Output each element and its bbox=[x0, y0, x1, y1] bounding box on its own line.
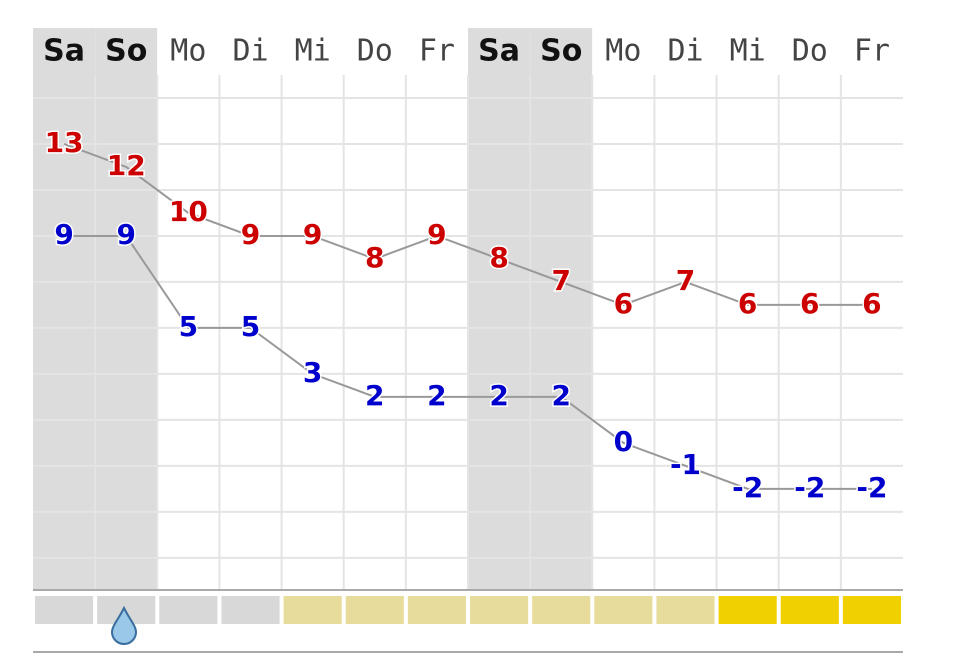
value-label: 13 bbox=[45, 126, 84, 159]
value-label: 10 bbox=[169, 195, 208, 228]
day-label: Sa bbox=[43, 34, 85, 69]
weather-cell bbox=[35, 596, 94, 624]
day-label: Do bbox=[792, 34, 828, 69]
column bbox=[281, 28, 344, 590]
column bbox=[33, 28, 96, 590]
value-label: -1 bbox=[670, 448, 701, 481]
value-label: 7 bbox=[551, 264, 570, 297]
column bbox=[219, 28, 282, 590]
day-label: Di bbox=[667, 34, 703, 69]
value-label: 6 bbox=[800, 287, 819, 320]
rain-icon bbox=[110, 605, 138, 645]
series-line bbox=[64, 234, 872, 490]
value-label: 2 bbox=[551, 379, 570, 412]
weather-cell bbox=[159, 596, 218, 624]
value-label: 6 bbox=[738, 287, 757, 320]
weather-cell bbox=[470, 596, 529, 624]
value-label: 6 bbox=[862, 287, 881, 320]
value-label: 2 bbox=[365, 379, 384, 412]
column bbox=[654, 28, 717, 590]
value-label: 9 bbox=[427, 218, 446, 251]
column bbox=[840, 28, 903, 590]
lines bbox=[63, 143, 872, 490]
day-label: Sa bbox=[478, 34, 520, 69]
weather-cell bbox=[594, 596, 653, 624]
value-label: 9 bbox=[116, 218, 135, 251]
value-label: 2 bbox=[489, 379, 508, 412]
value-label: 5 bbox=[241, 310, 260, 343]
day-label: Mo bbox=[605, 34, 641, 69]
column bbox=[405, 28, 468, 590]
background: Sa So Mo Di Mi Do Fr Sa So Mo Di Mi Do Fr bbox=[33, 28, 903, 590]
weather-cell bbox=[283, 596, 342, 624]
value-label: 9 bbox=[54, 218, 73, 251]
day-label: Mi bbox=[295, 34, 331, 69]
day-label: Di bbox=[232, 34, 268, 69]
value-label: 0 bbox=[614, 425, 633, 458]
column bbox=[95, 28, 158, 590]
day-label: Do bbox=[357, 34, 393, 69]
column bbox=[468, 28, 531, 590]
value-label: 9 bbox=[241, 218, 260, 251]
value-label: -2 bbox=[732, 471, 763, 504]
value-label: 8 bbox=[365, 241, 384, 274]
weather-row bbox=[35, 596, 901, 624]
column bbox=[343, 28, 406, 590]
value-label: 6 bbox=[614, 287, 633, 320]
value-label: -2 bbox=[794, 471, 825, 504]
day-label: Fr bbox=[854, 34, 890, 69]
value-label: 12 bbox=[107, 149, 146, 182]
weather-cell bbox=[842, 596, 901, 624]
day-label: Mi bbox=[730, 34, 766, 69]
column bbox=[778, 28, 841, 590]
grid bbox=[33, 75, 903, 591]
value-label: 8 bbox=[489, 241, 508, 274]
day-label: Fr bbox=[419, 34, 455, 69]
labels: 13 12 10 9 9 8 9 8 7 6 7 6 6 6 9 9 5 5 3 2 2 2 2 0 -1 -2 -2 -2 bbox=[43, 124, 889, 505]
value-label: 5 bbox=[179, 310, 198, 343]
column bbox=[157, 28, 220, 590]
weather-cell bbox=[718, 596, 777, 624]
day-label: So bbox=[105, 34, 147, 69]
weather-cell bbox=[345, 596, 404, 624]
column bbox=[530, 28, 593, 590]
value-label: 9 bbox=[303, 218, 322, 251]
weather-cell bbox=[656, 596, 715, 624]
weather-cell bbox=[221, 596, 280, 624]
column bbox=[716, 28, 779, 590]
value-label: 7 bbox=[676, 264, 695, 297]
weather-cell bbox=[780, 596, 839, 624]
value-label: 3 bbox=[303, 356, 322, 389]
value-label: 2 bbox=[427, 379, 446, 412]
column bbox=[592, 28, 655, 590]
series-line bbox=[63, 143, 872, 306]
weather-cell bbox=[407, 596, 466, 624]
value-label: -2 bbox=[856, 471, 887, 504]
day-label: Mo bbox=[170, 34, 206, 69]
day-label: So bbox=[540, 34, 582, 69]
weather-cell bbox=[532, 596, 591, 624]
